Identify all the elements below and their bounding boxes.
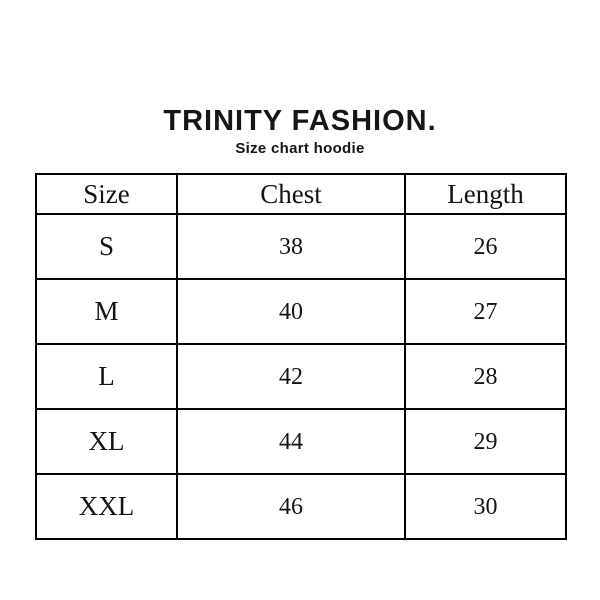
- length-cell: 26: [404, 213, 567, 280]
- column-header-chest: Chest: [176, 173, 406, 215]
- column-header-length: Length: [404, 173, 567, 215]
- table-row-s: S 38 26: [35, 213, 567, 280]
- length-cell: 27: [404, 278, 567, 345]
- size-cell: M: [35, 278, 178, 345]
- size-cell: L: [35, 343, 178, 410]
- size-chart-table: Size Chest Length S 38 26 M 40 27 L 42 2…: [35, 173, 567, 540]
- masthead: TRINITY FASHION. Size chart hoodie: [0, 105, 600, 157]
- length-cell: 30: [404, 473, 567, 540]
- table-row-m: M 40 27: [35, 278, 567, 345]
- table-row-xxl: XXL 46 30: [35, 473, 567, 540]
- size-cell: XXL: [35, 473, 178, 540]
- length-cell: 28: [404, 343, 567, 410]
- table-row-l: L 42 28: [35, 343, 567, 410]
- chest-cell: 46: [176, 473, 406, 540]
- chest-cell: 40: [176, 278, 406, 345]
- table-row-xl: XL 44 29: [35, 408, 567, 475]
- header-row: Size Chest Length: [35, 173, 567, 215]
- length-cell: 29: [404, 408, 567, 475]
- brand-title: TRINITY FASHION.: [163, 105, 437, 137]
- chest-cell: 44: [176, 408, 406, 475]
- chest-cell: 38: [176, 213, 406, 280]
- chart-subtitle: Size chart hoodie: [235, 139, 365, 157]
- size-cell: S: [35, 213, 178, 280]
- column-header-size: Size: [35, 173, 178, 215]
- size-cell: XL: [35, 408, 178, 475]
- chest-cell: 42: [176, 343, 406, 410]
